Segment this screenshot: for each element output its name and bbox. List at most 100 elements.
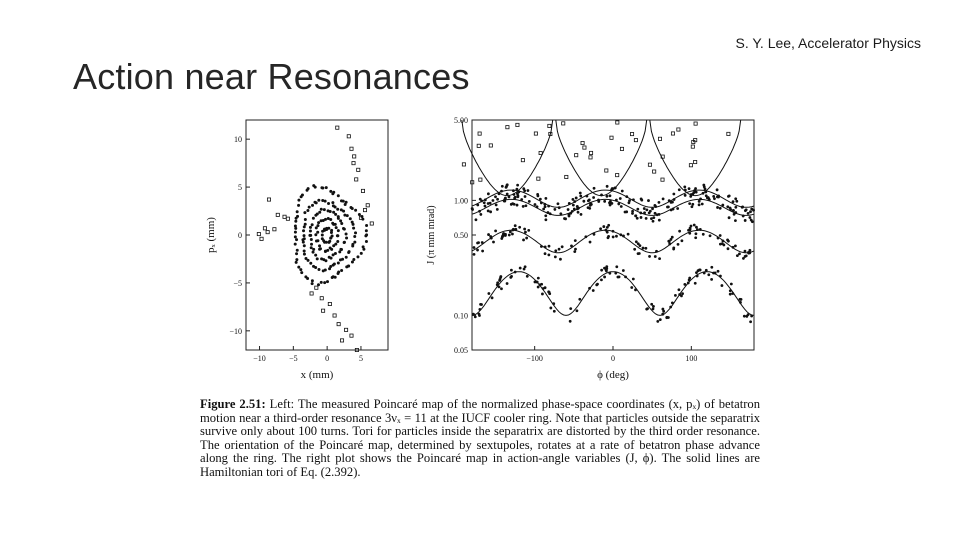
action-point bbox=[500, 184, 504, 188]
action-point bbox=[552, 302, 556, 306]
action-point bbox=[734, 211, 738, 214]
torus-point bbox=[354, 208, 358, 212]
torus-point bbox=[333, 275, 337, 279]
torus-point bbox=[319, 207, 323, 211]
torus-point bbox=[357, 212, 361, 216]
escaping-point bbox=[633, 138, 638, 143]
action-point bbox=[661, 312, 665, 316]
torus-point bbox=[362, 247, 366, 251]
torus-point bbox=[301, 238, 305, 242]
escaping-point bbox=[309, 291, 314, 296]
torus-point bbox=[334, 242, 338, 246]
action-point bbox=[605, 225, 609, 229]
action-point bbox=[690, 205, 694, 209]
action-point bbox=[576, 210, 580, 214]
torus-point bbox=[297, 198, 301, 202]
action-point bbox=[677, 188, 681, 192]
torus-point bbox=[353, 235, 357, 239]
torus-point bbox=[302, 229, 306, 233]
action-point bbox=[639, 211, 643, 215]
action-point bbox=[511, 232, 514, 236]
action-point bbox=[568, 319, 572, 323]
action-point bbox=[540, 245, 543, 248]
action-point bbox=[727, 216, 731, 220]
action-point bbox=[742, 314, 746, 318]
action-point bbox=[516, 183, 520, 187]
action-point bbox=[701, 232, 705, 236]
escaping-point bbox=[259, 236, 264, 241]
torus-point bbox=[294, 219, 298, 223]
action-point bbox=[608, 194, 612, 198]
escaping-point bbox=[693, 121, 698, 126]
action-point bbox=[538, 197, 542, 201]
escaping-point bbox=[693, 160, 698, 165]
torus-point bbox=[354, 231, 358, 235]
action-point bbox=[589, 201, 592, 205]
torus-point bbox=[365, 223, 369, 227]
escaping-point bbox=[365, 203, 370, 208]
torus-point bbox=[308, 233, 312, 237]
torus-point bbox=[299, 268, 303, 272]
torus-point bbox=[297, 203, 301, 207]
torus-point bbox=[303, 217, 307, 221]
torus-point bbox=[349, 205, 353, 209]
torus-point bbox=[364, 229, 368, 233]
action-point bbox=[692, 223, 696, 227]
torus-point bbox=[302, 252, 306, 256]
escaping-point bbox=[647, 162, 652, 167]
action-point bbox=[574, 196, 578, 200]
escaping-point bbox=[332, 313, 337, 318]
action-point bbox=[727, 194, 731, 198]
action-point bbox=[604, 228, 608, 232]
action-point bbox=[738, 252, 741, 256]
action-point bbox=[669, 305, 673, 309]
action-point bbox=[563, 217, 566, 220]
action-point bbox=[499, 275, 503, 278]
action-point bbox=[603, 275, 606, 279]
action-point bbox=[667, 199, 671, 203]
escaping-point bbox=[538, 150, 543, 155]
torus-point bbox=[323, 249, 327, 253]
action-point bbox=[734, 244, 737, 248]
escaping-point bbox=[476, 143, 481, 148]
action-point bbox=[494, 203, 498, 207]
action-point bbox=[522, 187, 526, 191]
action-point bbox=[591, 289, 595, 292]
torus-point bbox=[293, 224, 297, 228]
action-point bbox=[602, 225, 606, 228]
action-point bbox=[585, 194, 589, 198]
torus-point bbox=[306, 187, 310, 191]
action-point bbox=[608, 203, 612, 207]
torus-point bbox=[336, 229, 340, 233]
action-point bbox=[674, 293, 677, 297]
torus-point bbox=[318, 210, 322, 214]
action-point bbox=[483, 198, 487, 202]
torus-point bbox=[321, 218, 325, 222]
action-point bbox=[489, 235, 493, 238]
action-point bbox=[617, 202, 621, 206]
torus-point bbox=[319, 219, 323, 223]
action-point bbox=[698, 268, 702, 272]
action-point bbox=[676, 207, 680, 210]
escaping-point bbox=[548, 131, 553, 136]
action-point bbox=[571, 203, 575, 207]
action-point bbox=[515, 187, 519, 191]
torus-point bbox=[341, 257, 345, 261]
torus-point bbox=[317, 221, 321, 225]
torus-point bbox=[310, 279, 314, 283]
action-point bbox=[524, 230, 527, 234]
action-point bbox=[503, 199, 507, 203]
torus-point bbox=[334, 212, 338, 216]
action-point bbox=[717, 194, 720, 198]
torus-point bbox=[314, 213, 318, 217]
torus-point bbox=[316, 230, 320, 234]
action-point bbox=[712, 271, 715, 275]
torus-point bbox=[336, 215, 340, 219]
escaping-point bbox=[272, 227, 277, 232]
torus-point bbox=[322, 208, 326, 212]
escaping-point bbox=[346, 134, 351, 139]
action-point bbox=[631, 212, 634, 215]
torus-point bbox=[350, 220, 354, 224]
action-point bbox=[525, 274, 529, 278]
torus-point bbox=[323, 227, 327, 231]
